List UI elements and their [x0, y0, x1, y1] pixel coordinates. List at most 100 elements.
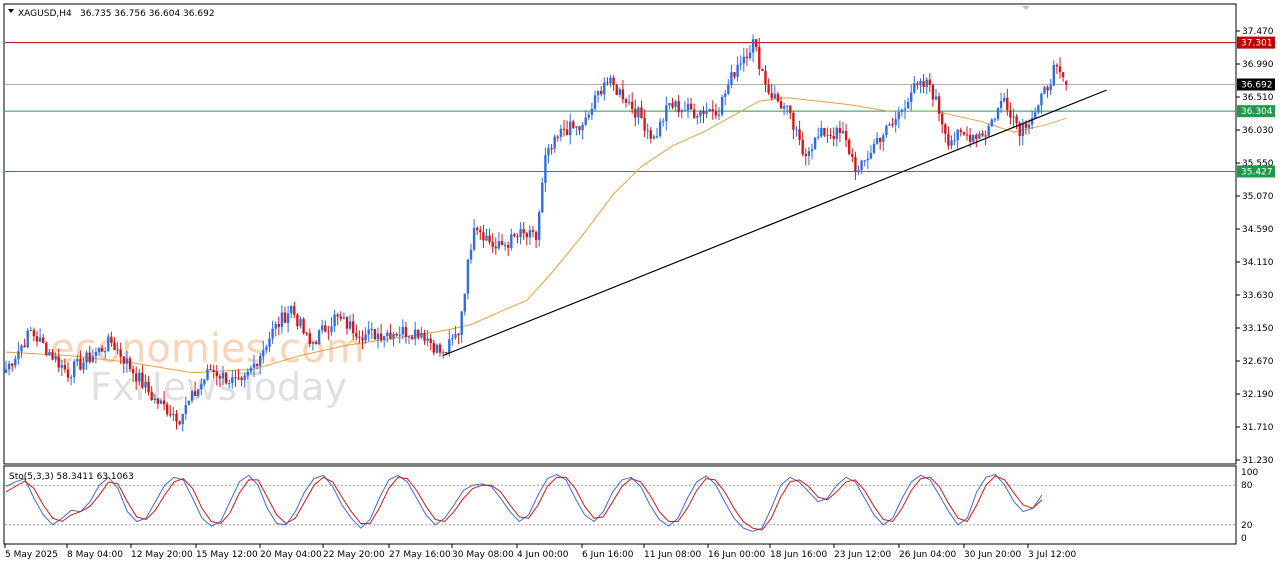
- candle-body: [559, 128, 563, 137]
- chevron-down-icon[interactable]: [8, 9, 14, 13]
- candle-body: [627, 101, 631, 103]
- candle-body: [547, 148, 550, 156]
- candle-body: [100, 347, 104, 352]
- candle-body: [94, 352, 98, 357]
- candle-body: [355, 333, 358, 337]
- candle-body: [131, 369, 135, 374]
- candle-body: [556, 136, 559, 138]
- candle-body: [727, 84, 730, 94]
- candle-body: [990, 119, 993, 127]
- candle-body: [197, 389, 200, 396]
- candle-body: [209, 368, 212, 370]
- candle-body: [519, 229, 522, 237]
- time-tick-label: 8 May 04:00: [67, 550, 123, 560]
- candle-body: [1027, 124, 1031, 128]
- candle-body: [42, 337, 45, 343]
- candle-body: [538, 212, 541, 240]
- candle-body: [184, 405, 187, 414]
- candle-body: [624, 99, 628, 103]
- candle-body: [1030, 117, 1034, 125]
- candles: [4, 34, 1068, 432]
- candle-body: [776, 94, 780, 102]
- candle-body: [414, 329, 417, 339]
- candle-body: [324, 325, 327, 332]
- time-tick-label: 11 Jun 08:00: [644, 550, 701, 560]
- candle-body: [249, 367, 253, 372]
- candle-body: [314, 342, 318, 344]
- stochastic-frame: [3, 465, 1237, 545]
- time-tick-label: 5 May 2025: [5, 550, 58, 560]
- candle-body: [534, 232, 538, 240]
- stochastic-axis: 100 80 20 0: [1241, 468, 1258, 544]
- candle-body: [4, 369, 8, 373]
- candle-body: [953, 140, 956, 142]
- candle-body: [779, 101, 783, 109]
- candle-body: [262, 350, 265, 357]
- candle-body: [367, 329, 370, 335]
- candle-body: [370, 328, 373, 330]
- candle-body: [674, 101, 677, 108]
- candle-body: [215, 371, 218, 377]
- candle-body: [906, 101, 910, 109]
- candle-body: [45, 342, 48, 356]
- candle-body: [364, 334, 367, 341]
- candle-body: [20, 345, 23, 352]
- candle-body: [937, 96, 941, 114]
- candle-body: [321, 325, 324, 331]
- candle-body: [593, 95, 597, 109]
- candle-body: [913, 83, 916, 93]
- candle-body: [466, 259, 470, 294]
- candle-body: [494, 246, 497, 249]
- candle-body: [745, 56, 749, 59]
- candle-body: [606, 82, 609, 84]
- candle-body: [609, 77, 612, 84]
- candle-body: [488, 235, 491, 242]
- price-label-support-1: 36.304: [1241, 107, 1273, 117]
- candle-body: [482, 232, 485, 241]
- candle-body: [711, 109, 714, 112]
- candle-body: [578, 126, 581, 131]
- candle-body: [116, 349, 119, 351]
- price-label-resistance: 37.301: [1241, 39, 1273, 49]
- candle-body: [29, 330, 32, 332]
- candle-body: [764, 71, 767, 85]
- candle-body: [968, 134, 972, 142]
- candle-body: [844, 131, 848, 140]
- candle-body: [810, 149, 814, 152]
- candle-body: [1021, 123, 1024, 137]
- candle-body: [327, 331, 330, 333]
- candle-body: [782, 106, 786, 109]
- candle-body: [23, 345, 26, 348]
- candle-body: [32, 330, 36, 337]
- candle-body: [1015, 116, 1018, 124]
- price-tick-label: 31.710: [1242, 423, 1274, 433]
- candle-body: [689, 103, 693, 110]
- candle-body: [860, 160, 863, 171]
- candle-body: [296, 314, 299, 327]
- shift-marker-icon[interactable]: [1022, 6, 1030, 10]
- candle-body: [11, 363, 14, 366]
- price-tick-label: 35.550: [1242, 159, 1274, 169]
- candle-body: [476, 227, 479, 231]
- time-tick-label: 3 Jul 12:00: [1028, 550, 1077, 560]
- candle-body: [280, 312, 284, 327]
- candle-body: [655, 136, 659, 138]
- candle-body: [996, 107, 1000, 120]
- candle-body: [14, 358, 17, 366]
- candle-body: [1009, 110, 1012, 118]
- candle-body: [962, 131, 966, 135]
- candle-body: [603, 82, 606, 95]
- candle-body: [1040, 93, 1043, 106]
- candle-body: [457, 334, 460, 336]
- candle-body: [252, 363, 256, 368]
- candle-body: [922, 80, 925, 87]
- candle-body: [345, 317, 349, 329]
- stochastic-tick-label: 100: [1241, 468, 1258, 478]
- candle-body: [993, 119, 997, 121]
- candle-body: [420, 332, 423, 338]
- candle-body: [751, 39, 755, 53]
- time-tick-label: 16 Jun 00:00: [708, 550, 765, 560]
- candle-body: [73, 361, 76, 378]
- time-tick-label: 30 May 08:00: [452, 550, 514, 560]
